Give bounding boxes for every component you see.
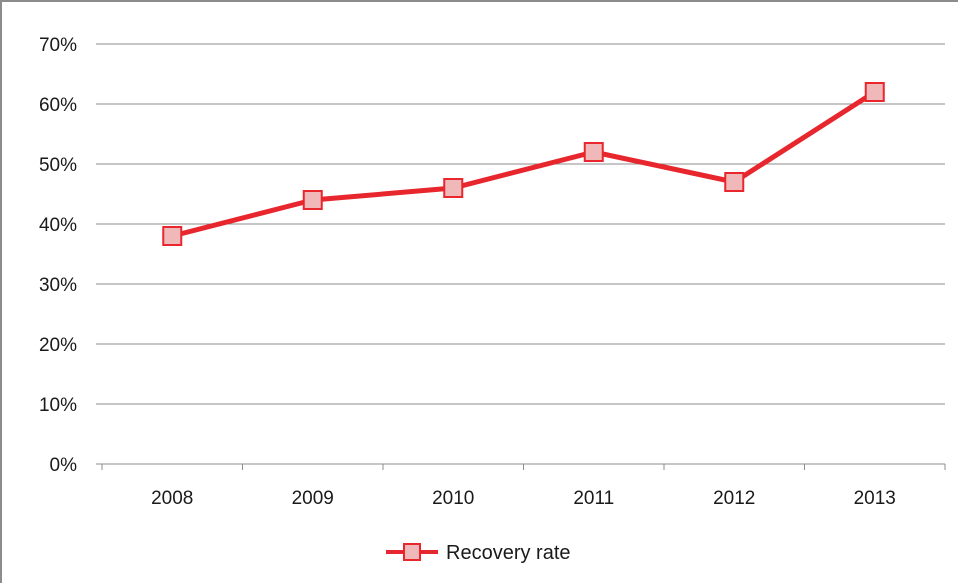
x-tick-label: 2010	[432, 488, 474, 509]
x-tick-label: 2012	[713, 488, 755, 509]
data-point-2012	[725, 173, 743, 191]
data-point-2013	[866, 83, 884, 101]
x-axis	[102, 464, 945, 470]
y-tick-label: 10%	[39, 395, 77, 416]
y-tick-label: 50%	[39, 155, 77, 176]
data-point-2009	[304, 191, 322, 209]
x-tick-label: 2009	[292, 488, 334, 509]
legend: Recovery rate	[386, 542, 571, 564]
y-tick-label: 0%	[50, 455, 78, 476]
x-tick-label: 2011	[573, 488, 614, 509]
legend-label-recovery-rate: Recovery rate	[446, 542, 571, 564]
data-point-2008	[163, 227, 181, 245]
legend-marker-swatch	[404, 544, 420, 560]
data-point-2011	[585, 143, 603, 161]
x-tick-label: 2008	[151, 488, 193, 509]
y-tick-label: 40%	[39, 215, 77, 236]
gridlines	[96, 44, 945, 464]
y-tick-label: 60%	[39, 95, 77, 116]
y-tick-label: 20%	[39, 335, 77, 356]
y-axis-tick-labels: 0% 10% 20% 30% 40% 50% 60% 70%	[39, 35, 77, 476]
x-axis-tick-labels: 2008 2009 2010 2011 2012 2013	[151, 488, 896, 509]
y-tick-label: 30%	[39, 275, 77, 296]
y-tick-label: 70%	[39, 35, 77, 56]
x-tick-label: 2013	[854, 488, 896, 509]
data-point-2010	[444, 179, 462, 197]
